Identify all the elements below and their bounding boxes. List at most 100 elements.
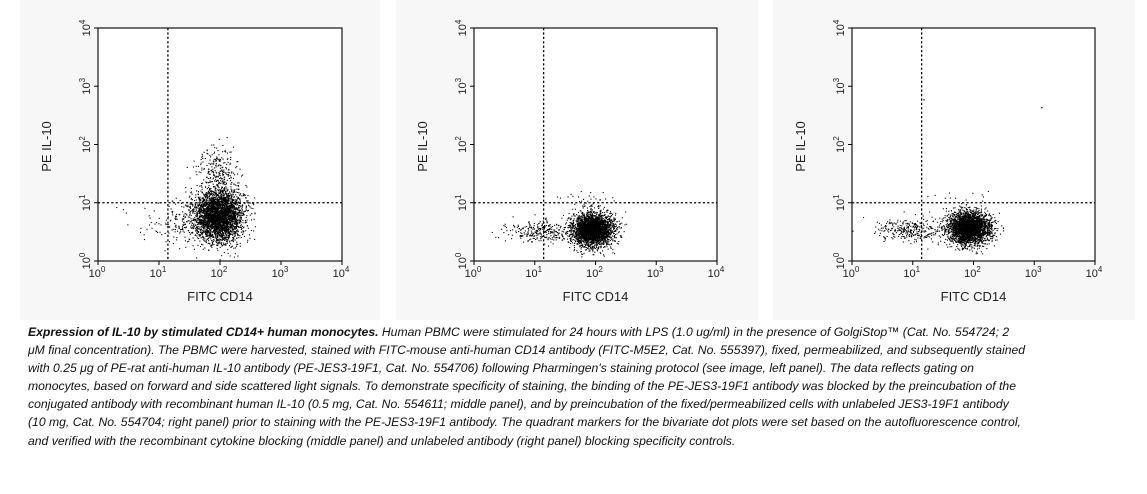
event-dot bbox=[235, 216, 237, 218]
event-dot bbox=[211, 210, 213, 212]
event-dot bbox=[227, 201, 229, 203]
event-dot bbox=[565, 231, 567, 233]
event-dot bbox=[175, 215, 177, 217]
event-dot bbox=[246, 201, 248, 203]
event-dot bbox=[222, 225, 224, 227]
event-dot bbox=[572, 229, 574, 231]
event-dot bbox=[220, 211, 222, 213]
event-dot bbox=[214, 175, 216, 177]
event-dot bbox=[198, 223, 200, 225]
event-dot bbox=[583, 241, 585, 243]
event-dot bbox=[203, 222, 205, 224]
event-dot bbox=[208, 208, 210, 210]
event-dot bbox=[202, 155, 204, 157]
event-dot bbox=[140, 227, 142, 229]
event-dot bbox=[223, 192, 225, 194]
event-dot bbox=[564, 238, 566, 240]
event-dot bbox=[237, 206, 239, 208]
event-dot bbox=[227, 210, 229, 212]
event-dot bbox=[563, 231, 565, 233]
event-dot bbox=[196, 230, 198, 232]
event-dot bbox=[190, 232, 192, 234]
event-dot bbox=[194, 205, 196, 207]
event-dot bbox=[203, 227, 205, 229]
event-dot bbox=[229, 151, 231, 153]
event-dot bbox=[231, 190, 233, 192]
event-dot bbox=[223, 181, 225, 183]
event-dot bbox=[219, 233, 221, 235]
event-dot bbox=[201, 228, 203, 230]
event-dot bbox=[197, 210, 199, 212]
event-dot bbox=[218, 174, 220, 176]
event-dot bbox=[210, 156, 212, 158]
event-dot bbox=[209, 232, 211, 234]
y-tick-label: 104 bbox=[78, 19, 93, 36]
event-dot bbox=[226, 179, 228, 181]
event-dot bbox=[207, 196, 209, 198]
event-dot bbox=[196, 225, 198, 227]
event-dot bbox=[216, 172, 218, 174]
event-dot bbox=[200, 223, 202, 225]
event-dot bbox=[230, 231, 232, 233]
event-dot bbox=[227, 200, 229, 202]
event-dot bbox=[226, 243, 228, 245]
event-dot bbox=[206, 213, 208, 215]
event-dot bbox=[199, 212, 201, 214]
event-dot bbox=[592, 250, 594, 252]
event-dot bbox=[210, 181, 212, 183]
event-dot bbox=[214, 225, 216, 227]
event-dot bbox=[211, 223, 213, 225]
event-dot bbox=[198, 217, 200, 219]
event-dot bbox=[223, 225, 225, 227]
event-dot bbox=[221, 204, 223, 206]
event-dot bbox=[206, 216, 208, 218]
event-dot bbox=[613, 229, 615, 231]
event-dot bbox=[225, 200, 227, 202]
event-dot bbox=[581, 237, 583, 239]
event-dot bbox=[223, 219, 225, 221]
event-dot bbox=[607, 234, 609, 236]
event-dot bbox=[213, 223, 215, 225]
event-dot bbox=[220, 165, 222, 167]
event-dot bbox=[216, 228, 218, 230]
event-dot bbox=[219, 232, 221, 234]
event-dot bbox=[588, 224, 590, 226]
event-dot bbox=[207, 215, 209, 217]
event-dot bbox=[227, 218, 229, 220]
event-dot bbox=[201, 236, 203, 238]
event-dot bbox=[224, 219, 226, 221]
event-dot bbox=[180, 231, 182, 233]
event-dot bbox=[581, 243, 583, 245]
event-dot bbox=[218, 209, 220, 211]
event-dot bbox=[200, 162, 202, 164]
event-dot bbox=[211, 181, 213, 183]
event-dot bbox=[184, 216, 186, 218]
event-dot bbox=[230, 177, 232, 179]
event-dot bbox=[224, 215, 226, 217]
event-dot bbox=[215, 212, 217, 214]
event-dot bbox=[213, 217, 215, 219]
event-dot bbox=[210, 211, 212, 213]
event-dot bbox=[195, 219, 197, 221]
event-dot bbox=[207, 221, 209, 223]
event-dot bbox=[223, 201, 225, 203]
event-dot bbox=[240, 224, 242, 226]
event-dot bbox=[222, 179, 224, 181]
event-dot bbox=[241, 225, 243, 227]
event-dot bbox=[222, 228, 224, 230]
event-dot bbox=[254, 213, 256, 215]
event-dot bbox=[204, 223, 206, 225]
event-dot bbox=[197, 244, 199, 246]
event-dot bbox=[215, 231, 217, 233]
event-dot bbox=[207, 153, 209, 155]
event-dot bbox=[612, 235, 614, 237]
event-dot bbox=[219, 178, 221, 180]
event-dot bbox=[205, 203, 207, 205]
event-dot bbox=[238, 237, 240, 239]
event-dot bbox=[217, 237, 219, 239]
event-dot bbox=[191, 203, 193, 205]
event-dot bbox=[194, 224, 196, 226]
event-dot bbox=[201, 209, 203, 211]
event-dot bbox=[220, 206, 222, 208]
event-dot bbox=[241, 228, 243, 230]
